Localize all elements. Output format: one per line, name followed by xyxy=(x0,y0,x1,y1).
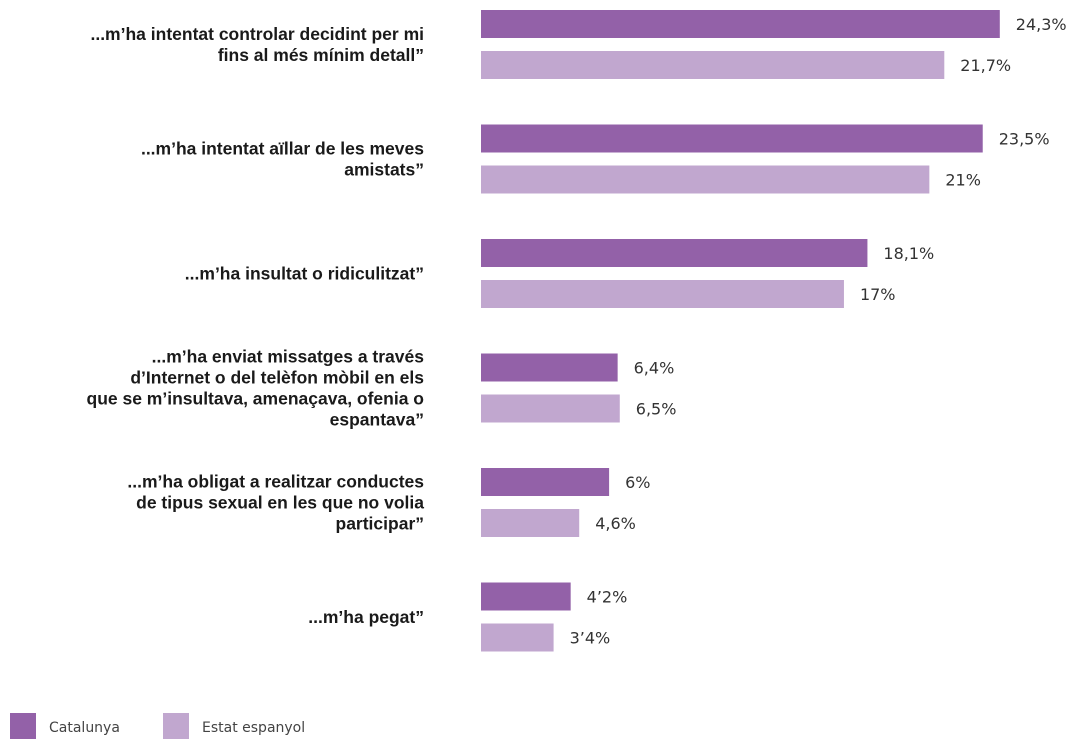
data-label: 23,5% xyxy=(999,130,1050,149)
category-label: participar” xyxy=(336,514,425,534)
bar-catalunya xyxy=(481,10,1000,38)
bar-estat-espanyol xyxy=(481,623,554,652)
bar-estat-espanyol xyxy=(481,509,580,537)
data-label: 21% xyxy=(945,171,981,190)
category-label: d’Internet o del telèfon mòbil en els xyxy=(130,368,424,388)
legend-label: Catalunya xyxy=(49,720,120,736)
bar-catalunya xyxy=(481,124,983,153)
category-label: ...m’ha pegat” xyxy=(308,607,424,627)
category-label: que se m’insultava, amenaçava, ofenia o xyxy=(87,389,425,409)
bar-catalunya xyxy=(481,468,610,496)
data-label: 24,3% xyxy=(1016,15,1067,34)
bar-estat-espanyol xyxy=(481,280,844,308)
category-label: de tipus sexual en les que no volia xyxy=(136,493,424,513)
data-label: 4’2% xyxy=(587,588,628,607)
data-label: 6% xyxy=(625,473,650,492)
legend-label: Estat espanyol xyxy=(202,720,305,736)
category-label: espantava” xyxy=(330,410,424,430)
category-label: ...m’ha intentat aïllar de les meves xyxy=(141,139,424,159)
bar-estat-espanyol xyxy=(481,51,945,79)
data-label: 6,5% xyxy=(636,400,677,419)
category-label: ...m’ha insultat o ridiculitzat” xyxy=(185,264,424,284)
data-label: 17% xyxy=(860,285,896,304)
category-label: fins al més mínim detall” xyxy=(218,45,424,65)
bar-estat-espanyol xyxy=(481,394,620,423)
legend-swatch xyxy=(163,713,189,739)
legend-swatch xyxy=(10,713,36,739)
bar-estat-espanyol xyxy=(481,165,930,194)
data-label: 4,6% xyxy=(595,514,636,533)
data-label: 18,1% xyxy=(883,244,934,263)
category-label: ...m’ha enviat missatges a través xyxy=(152,347,425,367)
bar-catalunya xyxy=(481,582,571,611)
bar-catalunya xyxy=(481,353,618,382)
category-label: ...m’ha obligat a realitzar conductes xyxy=(127,472,424,492)
data-label: 21,7% xyxy=(960,56,1011,75)
data-label: 3’4% xyxy=(570,629,611,648)
bar-catalunya xyxy=(481,239,868,267)
data-label: 6,4% xyxy=(634,359,675,378)
category-label: amistats” xyxy=(344,160,424,180)
category-label: ...m’ha intentat controlar decidint per … xyxy=(90,24,424,44)
